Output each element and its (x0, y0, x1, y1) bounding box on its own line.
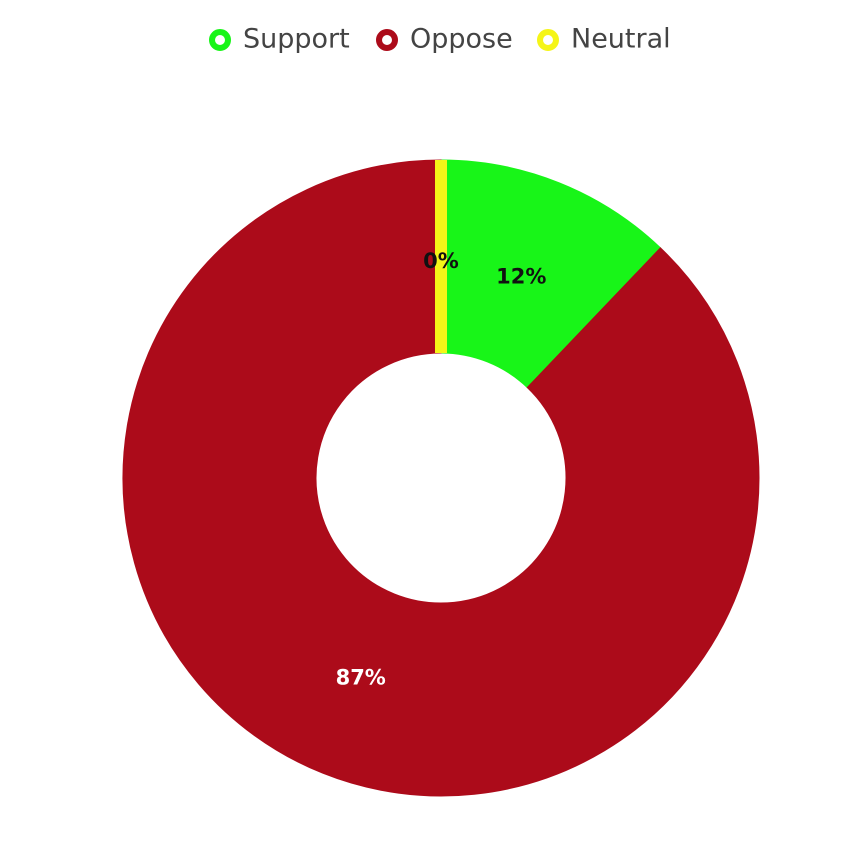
legend-label[interactable]: Neutral (571, 24, 671, 55)
legend-icon[interactable] (209, 29, 231, 51)
slice (440, 159, 662, 389)
legend-label[interactable]: Support (243, 24, 350, 55)
legend-icon[interactable] (376, 29, 398, 51)
legend-icon[interactable] (537, 29, 559, 51)
legend-label[interactable]: Oppose (410, 24, 513, 55)
value-label: 12% (496, 264, 546, 288)
value-label: 0% (423, 249, 459, 273)
slice (122, 159, 760, 797)
value-label: 87% (336, 666, 386, 690)
